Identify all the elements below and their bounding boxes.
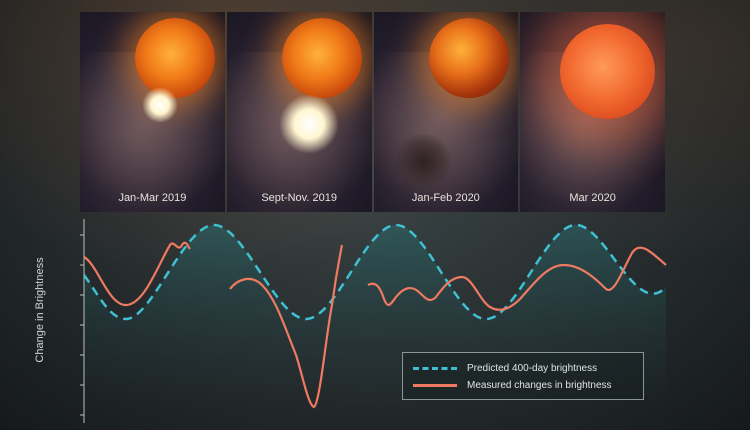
panel-jan-mar-2019: Jan-Mar 2019 (80, 12, 225, 212)
measured-brightness-segment-3 (367, 246, 667, 311)
legend-item-measured: Measured changes in brightness (413, 378, 612, 392)
star-image (135, 18, 215, 98)
predicted-brightness-line (82, 223, 667, 321)
predicted-fill (84, 225, 666, 427)
measured-brightness-segment-2 (229, 244, 344, 409)
star-image (560, 24, 656, 119)
measured-brightness-segment-1 (83, 241, 191, 307)
panel-label: Jan-Mar 2019 (118, 192, 187, 204)
legend-swatch-solid (413, 383, 457, 387)
legend-label-predicted: Predicted 400-day brightness (467, 362, 598, 374)
panel-label: Sept-Nov. 2019 (261, 192, 337, 204)
y-axis (80, 219, 85, 423)
dust-cloud (395, 134, 451, 189)
panel-mar-2020: Mar 2020 (520, 12, 665, 212)
y-axis-label: Change in Brightness (34, 257, 46, 363)
brightness-chart (80, 219, 667, 427)
star-panels: Jan-Mar 2019 Sept-Nov. 2019 Jan-Feb 2020… (80, 12, 665, 212)
panel-jan-feb-2020: Jan-Feb 2020 (373, 12, 519, 212)
star-image (428, 18, 509, 98)
flare-glow (142, 87, 178, 123)
legend-swatch-dashed (413, 366, 457, 370)
panel-label: Jan-Feb 2020 (411, 192, 480, 204)
panel-sept-nov-2019: Sept-Nov. 2019 (226, 12, 372, 212)
flare-glow (278, 94, 339, 154)
chart-legend: Predicted 400-day brightness Measured ch… (402, 352, 644, 400)
legend-item-predicted: Predicted 400-day brightness (413, 361, 597, 375)
panel-label: Mar 2020 (569, 192, 616, 204)
legend-label-measured: Measured changes in brightness (467, 379, 612, 391)
star-image (281, 18, 362, 98)
